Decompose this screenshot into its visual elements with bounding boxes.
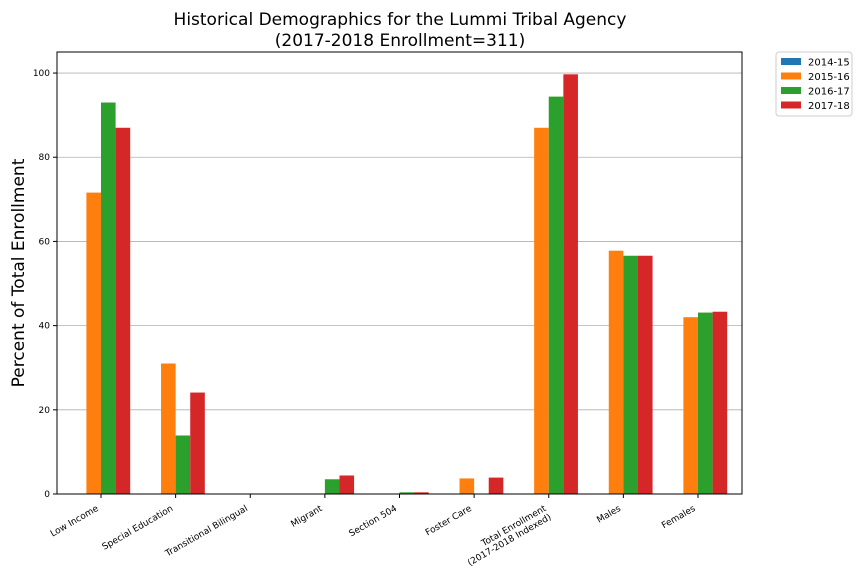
x-tick-label-line: Migrant (290, 504, 325, 530)
x-tick-label: Females (660, 504, 698, 531)
legend-box (775, 51, 853, 117)
x-tick-label-line: Foster Care (424, 504, 474, 539)
legend-label: 2014-15 (808, 58, 850, 69)
y-tick-label: 0 (44, 490, 50, 500)
bar (324, 479, 340, 494)
bar (712, 311, 728, 494)
bar (175, 435, 191, 494)
y-axis-ticks: 0 20 40 60 80 100 (33, 69, 57, 500)
x-tick-label-line: Low Income (49, 504, 101, 540)
x-tick-label: Special Education (101, 504, 175, 553)
bar (86, 192, 101, 495)
legend-label: 2017-18 (808, 101, 850, 112)
legend-swatch (781, 101, 801, 109)
chart-subtitle: (2017-2018 Enrollment=311) (275, 31, 525, 51)
bars (86, 74, 728, 495)
bar (161, 363, 176, 494)
y-tick-label: 20 (39, 406, 51, 416)
bar (115, 127, 131, 495)
bar (190, 392, 205, 494)
x-tick-label: Transitional Bilingual (163, 504, 250, 560)
bar (563, 74, 578, 494)
x-axis-ticks: Low Income Special EducationTransitional … (49, 494, 699, 569)
y-tick-label: 100 (33, 69, 50, 79)
x-tick-label-line: Special Education (101, 504, 175, 553)
bar (548, 96, 564, 495)
bar (534, 127, 549, 495)
x-tick-label: Migrant (290, 504, 325, 530)
x-tick-label: Total Enrollment(2017-2018 Indexed) (461, 504, 553, 569)
x-tick-label: Low Income (49, 504, 101, 540)
x-tick-label-line: Females (660, 504, 698, 531)
bar (698, 312, 713, 494)
bar (414, 492, 429, 494)
legend-label: 2016-17 (808, 87, 850, 98)
x-tick-label-line: Males (595, 504, 623, 526)
y-axis-label: Percent of Total Enrollment (9, 158, 29, 387)
bar (608, 250, 624, 494)
bar (637, 255, 653, 494)
y-tick-label: 40 (39, 322, 51, 332)
bar (339, 475, 355, 494)
legend-swatch (781, 58, 801, 65)
x-tick-label: Males (595, 504, 623, 526)
y-tick-label: 60 (39, 237, 51, 247)
bar (683, 317, 698, 494)
bar (399, 492, 415, 494)
x-tick-label-line: Transitional Bilingual (163, 504, 250, 560)
bar (488, 477, 504, 494)
chart-title: Historical Demographics for the Lummi Tr… (174, 10, 627, 30)
legend-swatch (781, 87, 801, 94)
legend: 2014-15 2015-16 2016-17 2017-18 (775, 51, 853, 117)
y-tick-label: 80 (39, 153, 51, 163)
x-tick-label: Foster Care (424, 504, 474, 539)
bar (623, 255, 638, 494)
bar (459, 478, 475, 494)
legend-swatch (781, 72, 801, 80)
x-tick-label: Section 504 (348, 504, 400, 540)
legend-label: 2015-16 (808, 72, 850, 83)
x-tick-label-line: Section 504 (348, 504, 400, 540)
bar (101, 102, 116, 494)
